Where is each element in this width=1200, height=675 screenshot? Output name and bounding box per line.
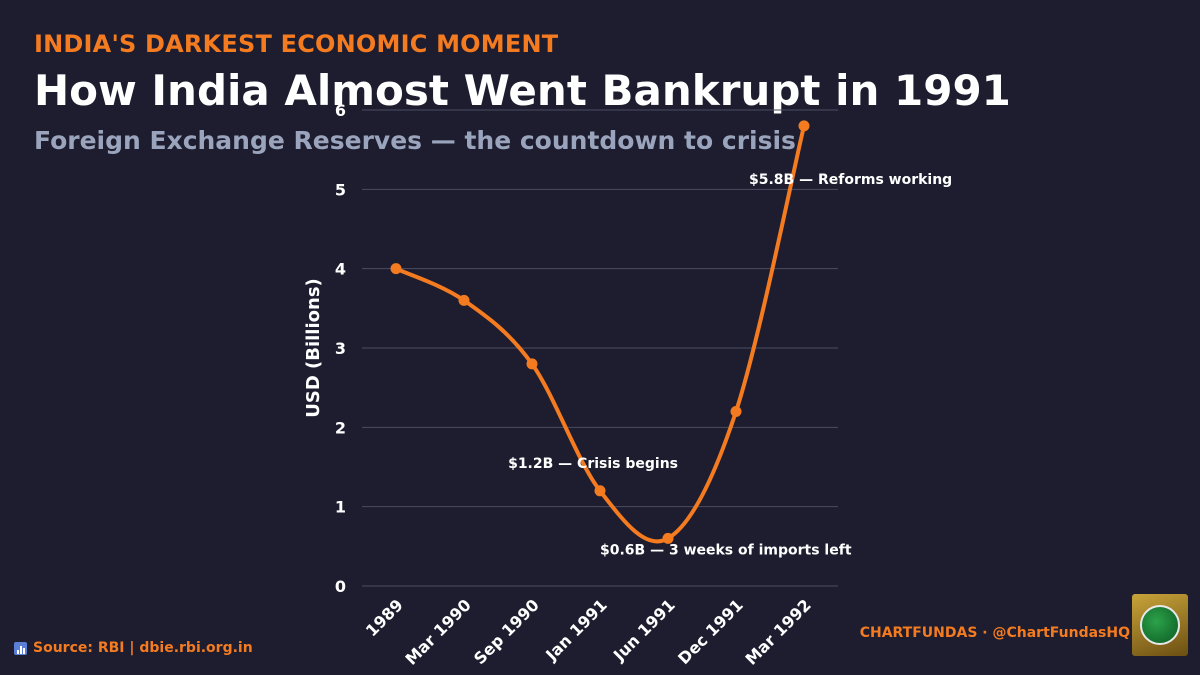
series-line	[394, 123, 806, 544]
data-point	[594, 485, 606, 497]
brand-credit: CHARTFUNDAS · @ChartFundasHQ	[859, 625, 1130, 641]
data-point	[662, 532, 674, 544]
data-annotation: $5.8B — Reforms working	[749, 172, 952, 188]
data-point	[458, 294, 470, 306]
chart-subtitle: Foreign Exchange Reserves — the countdow…	[34, 126, 796, 155]
data-annotation: $1.2B — Crisis begins	[508, 456, 678, 472]
chart-kicker: INDIA'S DARKEST ECONOMIC MOMENT	[34, 30, 559, 58]
x-tick-label: Jan 1991	[541, 595, 610, 664]
y-tick-label: 6	[335, 101, 346, 120]
bar-chart-icon	[14, 641, 27, 655]
x-tick-label: Mar 1992	[741, 595, 814, 668]
x-tick-label: Mar 1990	[401, 595, 474, 668]
x-tick-label: Dec 1991	[674, 595, 747, 668]
data-point	[730, 405, 742, 417]
x-tick-label: 1989	[362, 595, 407, 640]
data-point	[526, 358, 538, 370]
source-text: Source: RBI | dbie.rbi.org.in	[33, 640, 253, 656]
y-tick-label: 0	[335, 577, 346, 596]
x-tick-label: Sep 1990	[470, 595, 543, 668]
source-note: Source: RBI | dbie.rbi.org.in	[14, 640, 253, 656]
data-point	[798, 120, 810, 132]
y-tick-label: 5	[335, 180, 346, 199]
y-tick-label: 3	[335, 339, 346, 358]
data-annotation: $0.6B — 3 weeks of imports left	[600, 542, 852, 558]
chart-title: How India Almost Went Bankrupt in 1991	[34, 66, 1011, 115]
data-point	[390, 263, 402, 275]
y-axis-label: USD (Billions)	[303, 278, 324, 418]
y-tick-label: 1	[335, 498, 346, 517]
x-tick-label: Jun 1991	[609, 595, 679, 665]
y-tick-label: 4	[335, 260, 346, 279]
y-tick-label: 2	[335, 418, 346, 437]
globe-logo-icon	[1132, 594, 1188, 656]
